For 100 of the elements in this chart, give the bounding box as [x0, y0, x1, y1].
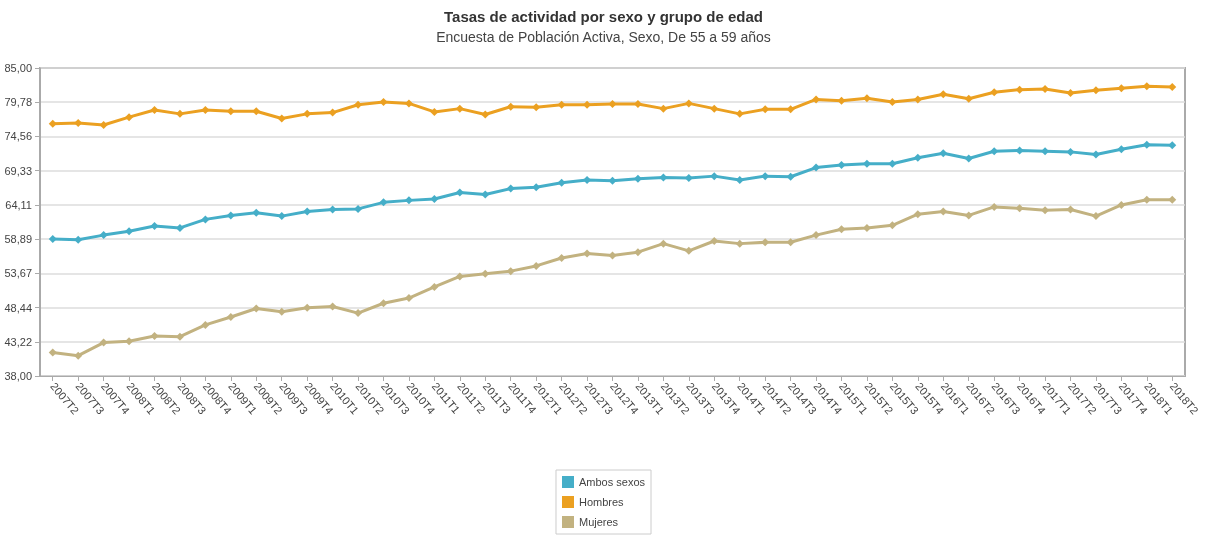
point: [455, 188, 464, 197]
point: [226, 107, 235, 116]
point: [735, 239, 744, 248]
point: [557, 254, 566, 263]
point: [786, 238, 795, 247]
point: [226, 211, 235, 220]
point: [710, 104, 719, 113]
point: [404, 196, 413, 205]
chart-title: Tasas de actividad por sexo y grupo de edad: [444, 8, 763, 25]
point: [1091, 212, 1100, 221]
point: [354, 204, 363, 213]
point: [1015, 85, 1024, 94]
point: [99, 231, 108, 240]
point: [328, 302, 337, 311]
point: [786, 172, 795, 181]
point: [455, 272, 464, 281]
point: [532, 261, 541, 270]
point: [837, 225, 846, 234]
point: [583, 249, 592, 258]
point: [684, 246, 693, 255]
point: [430, 195, 439, 204]
point: [481, 110, 490, 119]
point: [659, 104, 668, 113]
point: [735, 109, 744, 118]
point: [990, 147, 999, 156]
point: [201, 215, 210, 224]
point: [48, 119, 57, 128]
point: [532, 183, 541, 192]
point: [761, 105, 770, 114]
point: [455, 104, 464, 113]
y-tick-label: 85,00: [4, 62, 32, 74]
point: [1091, 150, 1100, 159]
point: [252, 107, 261, 116]
y-tick-label: 58,89: [4, 233, 32, 246]
point: [1117, 145, 1126, 154]
point: [430, 107, 439, 116]
point: [557, 100, 566, 109]
point: [939, 90, 948, 99]
point: [1066, 147, 1075, 156]
point: [1142, 140, 1151, 149]
point: [913, 95, 922, 104]
legend-label: Mujeres: [578, 516, 619, 528]
point: [252, 304, 261, 313]
point: [608, 176, 617, 185]
point: [684, 99, 693, 108]
point: [354, 309, 363, 318]
point: [150, 332, 159, 341]
point: [430, 282, 439, 291]
point: [150, 221, 159, 230]
point: [379, 299, 388, 308]
point: [913, 153, 922, 162]
point: [277, 212, 286, 221]
point: [888, 159, 897, 168]
point: [888, 98, 897, 107]
point: [862, 94, 871, 103]
point: [74, 351, 83, 360]
point: [735, 176, 744, 185]
y-tick-label: 64,11: [5, 198, 32, 211]
point: [1015, 204, 1024, 213]
point: [125, 227, 134, 236]
point: [150, 105, 159, 114]
point: [481, 190, 490, 199]
point: [506, 102, 515, 111]
point: [277, 114, 286, 123]
point: [328, 205, 337, 214]
point: [328, 108, 337, 117]
legend-label: Ambos sexos: [578, 476, 646, 488]
point: [404, 294, 413, 303]
y-tick-label: 74,56: [4, 130, 32, 143]
point: [710, 172, 719, 181]
point: [837, 160, 846, 169]
point: [812, 95, 821, 104]
point: [226, 313, 235, 322]
legend-label: Hombres: [578, 496, 625, 508]
point: [48, 348, 57, 357]
point: [608, 251, 617, 260]
y-tick-label: 38,00: [4, 370, 32, 382]
point: [379, 198, 388, 207]
point: [48, 235, 57, 244]
point: [1168, 83, 1177, 91]
point: [964, 211, 973, 220]
point: [964, 94, 973, 103]
point: [1117, 200, 1126, 209]
point: [506, 184, 515, 193]
point: [175, 109, 184, 118]
point: [1117, 84, 1126, 93]
point: [888, 221, 897, 230]
point: [633, 248, 642, 257]
point: [125, 113, 134, 122]
point: [964, 154, 973, 163]
point: [913, 210, 922, 219]
point: [990, 88, 999, 97]
point: [812, 163, 821, 172]
point: [608, 100, 617, 109]
point: [379, 98, 388, 107]
point: [354, 100, 363, 109]
chart-subtitle: Encuesta de Población Activa, Sexo, De 55 a 59 años: [436, 29, 771, 45]
point: [939, 207, 948, 216]
point: [812, 231, 821, 240]
point: [557, 178, 566, 187]
